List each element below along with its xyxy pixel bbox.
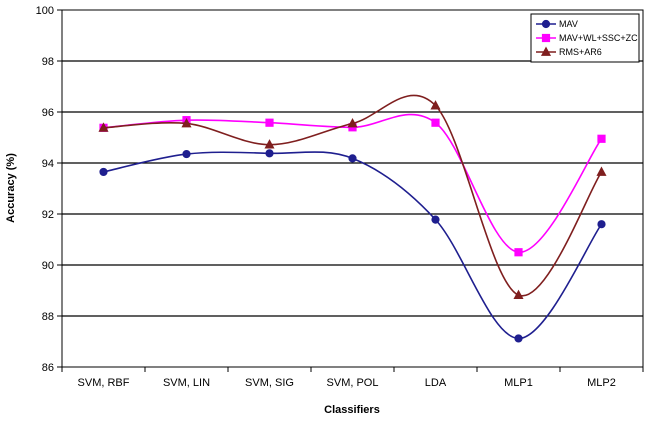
gridlines	[62, 60, 643, 317]
x-tick-label: SVM, SIG	[245, 377, 294, 389]
data-point	[265, 118, 274, 127]
y-axis-title: Accuracy (%)	[5, 153, 17, 223]
y-axis-ticks: 86 88 90 92 94 96 98 100	[36, 5, 62, 374]
data-point	[348, 154, 357, 163]
data-point	[430, 100, 441, 110]
y-tick-label: 94	[42, 158, 54, 170]
series-1	[99, 149, 606, 343]
x-tick-label: MLP1	[504, 377, 533, 389]
data-point	[514, 334, 523, 343]
plot-area	[61, 9, 644, 368]
data-point	[182, 149, 191, 159]
legend-entry: MAV	[559, 19, 578, 29]
data-point	[265, 149, 274, 158]
series-3	[98, 94, 607, 299]
legend-entry: MAV+WL+SSC+ZC	[559, 33, 638, 43]
y-tick-label: 100	[36, 5, 54, 17]
data-point	[597, 220, 606, 229]
data-point	[596, 166, 607, 176]
x-tick-label: LDA	[425, 377, 447, 389]
legend-marker	[541, 33, 551, 43]
data-point	[513, 289, 524, 299]
y-tick-label: 92	[42, 209, 54, 221]
series-layer	[98, 94, 607, 343]
y-tick-label: 90	[42, 260, 54, 272]
series-line	[103, 94, 603, 297]
data-point	[347, 118, 358, 128]
y-tick-label: 98	[42, 56, 54, 68]
data-point	[98, 122, 109, 132]
data-point	[431, 215, 440, 224]
legend: MAV MAV+WL+SSC+ZC RMS+AR6	[530, 13, 640, 63]
x-tick-label: MLP2	[587, 377, 616, 389]
y-tick-label: 88	[42, 311, 54, 323]
y-tick-label: 86	[42, 362, 54, 374]
x-tick-label: SVM, RBF	[78, 377, 130, 389]
data-point	[514, 248, 523, 257]
data-point	[99, 167, 108, 177]
data-point	[431, 118, 440, 127]
x-tick-label: SVM, POL	[327, 377, 379, 389]
data-point	[264, 139, 275, 149]
legend-marker	[541, 19, 551, 29]
x-axis-title: Classifiers	[324, 404, 380, 416]
legend-marker	[540, 46, 552, 56]
x-axis-ticks: SVM, RBF SVM, LIN SVM, SIG SVM, POL LDA MLP1 M…	[61, 367, 644, 389]
y-tick-label: 96	[42, 107, 54, 119]
data-point	[597, 134, 606, 143]
data-point	[181, 118, 192, 128]
x-tick-label: SVM, LIN	[163, 377, 210, 389]
legend-entry: RMS+AR6	[559, 47, 602, 57]
